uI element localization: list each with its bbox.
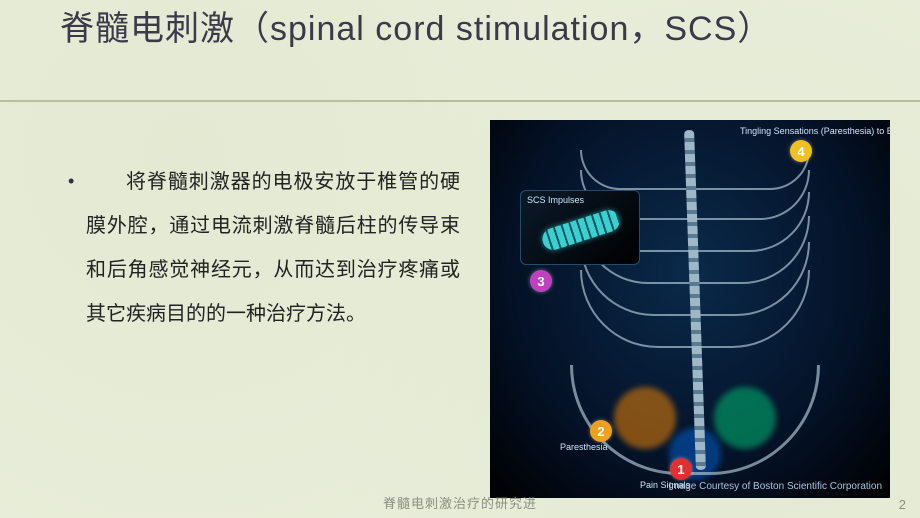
callout-1: 1 <box>670 458 692 480</box>
text-column: • 将脊髓刺激器的电极安放于椎管的硬膜外腔，通过电流刺激脊髓后柱的传导束和后角感… <box>0 120 480 518</box>
lead-inset: SCS Impulses <box>520 190 640 265</box>
bullet-text: 将脊髓刺激器的电极安放于椎管的硬膜外腔，通过电流刺激脊髓后柱的传导束和后角感觉神… <box>86 160 460 336</box>
page-number: 2 <box>899 497 906 512</box>
callout-4: 4 <box>790 140 812 162</box>
image-column: SCS Impulses 1Pain Signals2Paresthesia34… <box>480 120 920 518</box>
callout-label-2: Paresthesia <box>560 442 608 452</box>
slide: 脊髓电刺激（spinal cord stimulation，SCS） • 将脊髓… <box>0 0 920 518</box>
slide-body: • 将脊髓刺激器的电极安放于椎管的硬膜外腔，通过电流刺激脊髓后柱的传导束和后角感… <box>0 120 920 518</box>
anatomy-image: SCS Impulses 1Pain Signals2Paresthesia34… <box>490 120 890 498</box>
callout-2: 2 <box>590 420 612 442</box>
callout-3: 3 <box>530 270 552 292</box>
footer-text: 脊髓电刺激治疗的研究进 <box>0 493 920 512</box>
slide-title: 脊髓电刺激（spinal cord stimulation，SCS） <box>0 0 920 51</box>
image-credit: Image Courtesy of Boston Scientific Corp… <box>669 481 882 492</box>
callout-label-4: Tingling Sensations (Paresthesia) to Bra… <box>740 126 890 136</box>
bullet-marker: • <box>68 160 86 202</box>
title-divider <box>0 100 920 102</box>
lead-coil <box>540 207 623 253</box>
bullet-item: • 将脊髓刺激器的电极安放于椎管的硬膜外腔，通过电流刺激脊髓后柱的传导束和后角感… <box>68 160 460 336</box>
inset-label: SCS Impulses <box>527 195 584 205</box>
